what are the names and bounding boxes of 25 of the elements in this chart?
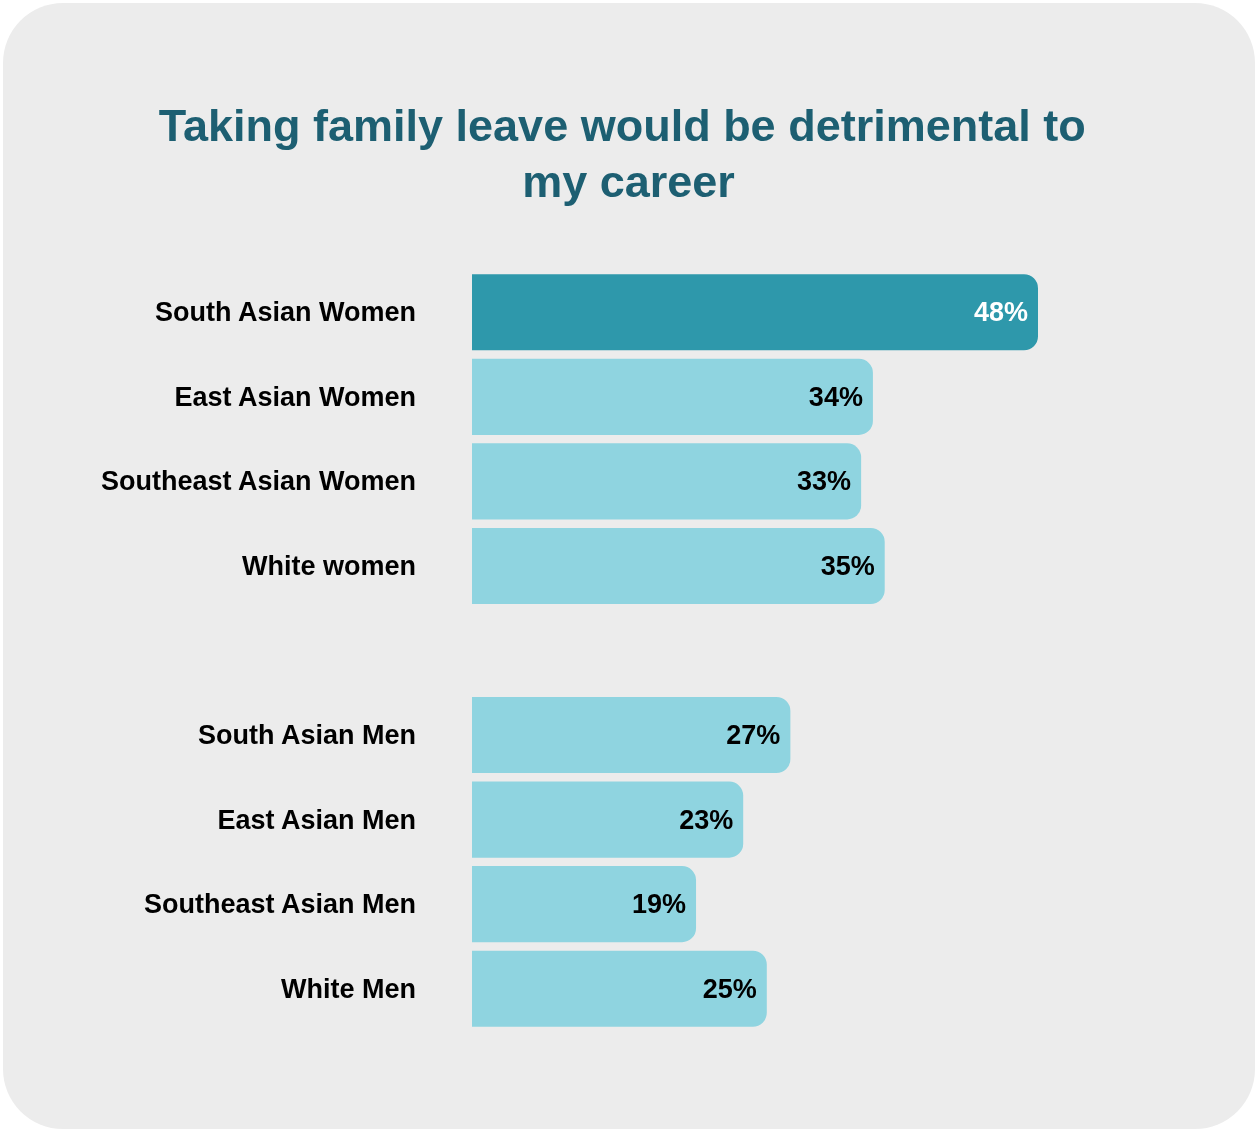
data-label: 35% [820, 550, 875, 581]
y-tick-label: East Asian Men [217, 804, 416, 835]
data-label: 25% [702, 973, 757, 1004]
y-tick-label: Southeast Asian Men [143, 889, 416, 920]
y-tick-label: White Men [281, 973, 416, 1004]
data-label: 33% [797, 466, 852, 497]
y-tick-label: Southeast Asian Women [100, 466, 416, 497]
bar [472, 866, 697, 943]
bar [472, 274, 1038, 351]
bar [472, 697, 791, 774]
chart-title: Taking family leave would be detrimental to my career [158, 99, 1099, 207]
y-tick-label: East Asian Women [174, 381, 416, 412]
bar [472, 527, 885, 604]
y-tick-label: South Asian Men [197, 720, 416, 751]
bar [472, 443, 862, 520]
data-label: 48% [973, 297, 1028, 328]
bar [472, 781, 744, 858]
y-tick-label: White women [242, 550, 416, 581]
y-tick-label: South Asian Women [154, 297, 416, 328]
data-label: 34% [808, 381, 863, 412]
data-label: 19% [631, 889, 687, 920]
data-label: 23% [679, 804, 734, 835]
bar [472, 950, 767, 1027]
data-label: 27% [726, 720, 781, 751]
bar [472, 358, 873, 435]
